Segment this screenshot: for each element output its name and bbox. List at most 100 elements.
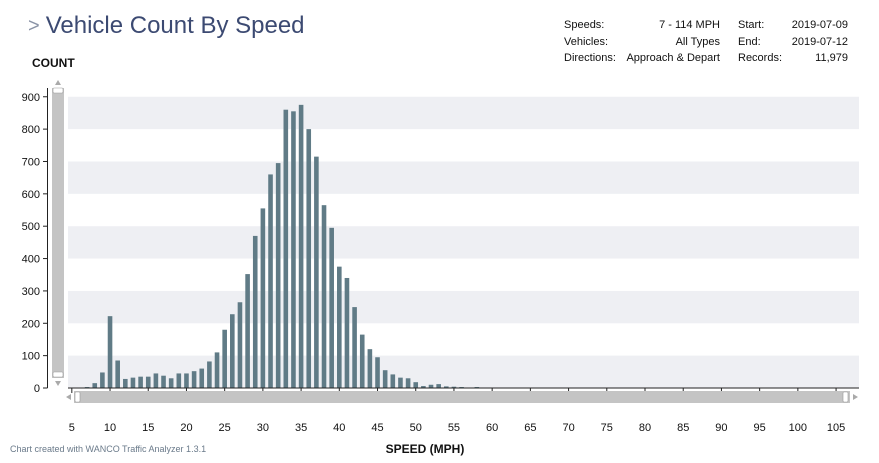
grid-bands (68, 96, 859, 388)
x-tick-label: 45 (371, 422, 383, 434)
info-label: Vehicles: (564, 35, 609, 48)
y-tick-label: 400 (22, 254, 40, 266)
x-tick-label: 95 (754, 422, 766, 434)
x-tick-label: 70 (562, 422, 574, 434)
info-row-start: Start: 2019-07-09 (738, 17, 848, 34)
x-tick-label: 5 (69, 422, 75, 434)
bar (352, 307, 357, 388)
x-tick-label: 30 (257, 422, 269, 434)
bar (451, 386, 457, 388)
info-value: Approach & Depart (626, 52, 720, 64)
info-value: All Types (675, 35, 720, 48)
bar (100, 372, 105, 388)
bar (291, 111, 296, 388)
y-tick-label: 900 (22, 92, 40, 104)
bar (359, 334, 365, 388)
bar (413, 382, 419, 388)
info-row-end: End: 2019-07-12 (738, 34, 848, 51)
x-tick-label: 50 (410, 422, 422, 434)
grid-band (68, 96, 859, 130)
bar (252, 235, 258, 388)
x-tick-label: 35 (295, 422, 307, 434)
chart-title: Vehicle Count By Speed (45, 12, 305, 39)
bar (245, 274, 250, 388)
y-tick-label: 300 (22, 286, 40, 298)
bar (298, 104, 304, 388)
x-tick-label: 55 (448, 422, 460, 434)
bar (436, 384, 441, 388)
x-tick-label: 20 (180, 422, 192, 434)
bar (428, 384, 434, 388)
bar (337, 266, 342, 388)
bar (390, 374, 396, 388)
bar (237, 302, 243, 388)
y-tick-label: 100 (22, 351, 40, 363)
bar (306, 129, 312, 388)
scroll-handle-bottom[interactable] (52, 371, 64, 378)
info-value: 2019-07-09 (791, 19, 848, 31)
bar (230, 314, 235, 388)
y-axis-title: COUNT (32, 56, 75, 70)
bar (207, 361, 212, 388)
bar (92, 383, 98, 388)
bar (314, 156, 319, 388)
bar (191, 371, 197, 388)
bar (184, 373, 189, 388)
horizontal-scrollbar-thumb[interactable] (74, 391, 850, 403)
grid-band (68, 226, 859, 259)
x-tick-label: 80 (639, 422, 651, 434)
scroll-handle-right[interactable] (842, 391, 849, 403)
bar (329, 227, 334, 388)
info-label: Records: (738, 52, 783, 64)
y-tick-label: 200 (22, 318, 40, 330)
scroll-right-arrow-icon[interactable] (853, 394, 858, 400)
scroll-left-arrow-icon[interactable] (66, 394, 71, 400)
bar (123, 378, 128, 388)
x-axis-title: SPEED (MPH) (385, 442, 465, 456)
scroll-up-arrow-icon[interactable] (55, 80, 61, 85)
bar (161, 375, 166, 388)
scroll-down-arrow-icon[interactable] (55, 381, 61, 386)
vertical-scrollbar-thumb[interactable] (52, 88, 64, 378)
y-tick-label: 500 (22, 221, 40, 233)
x-tick-label: 100 (789, 422, 807, 434)
bar (367, 349, 373, 388)
bar (214, 352, 220, 388)
info-row-directions: Directions: Approach & Depart (564, 50, 720, 67)
bar (115, 360, 120, 388)
x-tick-label: 15 (142, 422, 154, 434)
page-title: > Vehicle Count By Speed (28, 12, 305, 40)
scroll-handle-left[interactable] (74, 391, 81, 403)
bar (421, 386, 426, 388)
bar (398, 377, 403, 388)
bar (275, 163, 281, 388)
x-tick-label: 40 (333, 422, 345, 434)
footer-credit: Chart created with WANCO Traffic Analyze… (10, 444, 207, 454)
bar (344, 277, 350, 388)
y-tick-label: 700 (22, 156, 40, 168)
bar (375, 357, 380, 388)
bar (444, 386, 449, 388)
x-tick-label: 90 (715, 422, 727, 434)
bar (321, 205, 327, 388)
bar (168, 378, 174, 388)
x-ticks: 5 10 15 20 25 30 35 40 45 50 55 60 65 70 75 80 85 90 95 100… (69, 388, 845, 434)
bar (199, 368, 205, 388)
x-tick-label: 105 (827, 422, 845, 434)
y-ticks: 0 100 200 300 400 500 600 700 800 900 (22, 92, 48, 395)
scroll-handle-top[interactable] (52, 87, 64, 94)
info-value: 7 - 114 MPH (659, 19, 720, 31)
filter-info: Speeds: 7 - 114 MPH Vehicles: All Types … (564, 17, 720, 67)
info-value: 11,979 (815, 52, 848, 64)
x-tick-label: 60 (486, 422, 498, 434)
info-label: End: (738, 35, 761, 48)
bar (153, 373, 159, 388)
bar (405, 378, 411, 388)
scrollbars (52, 80, 858, 403)
grid-band (68, 161, 859, 194)
info-label: Start: (738, 19, 765, 31)
x-tick-label: 75 (601, 422, 613, 434)
info-row-vehicles: Vehicles: All Types (564, 34, 720, 51)
y-tick-label: 0 (34, 383, 40, 395)
